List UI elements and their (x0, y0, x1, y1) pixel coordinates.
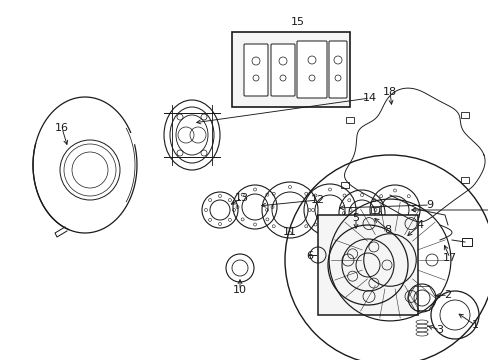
FancyBboxPatch shape (244, 44, 267, 96)
Text: 5: 5 (352, 213, 359, 223)
Bar (340, 182, 348, 188)
Text: 14: 14 (362, 93, 376, 103)
FancyBboxPatch shape (270, 44, 294, 96)
Text: 11: 11 (283, 227, 296, 237)
Bar (231, 32, 349, 107)
Text: 12: 12 (310, 195, 325, 205)
Bar (460, 177, 468, 183)
Bar (370, 207, 378, 213)
FancyBboxPatch shape (296, 41, 326, 98)
Bar (461, 238, 471, 246)
Text: 13: 13 (235, 193, 248, 203)
Text: 15: 15 (290, 17, 305, 27)
Text: 9: 9 (426, 200, 433, 210)
Text: 1: 1 (470, 320, 478, 330)
Text: 2: 2 (444, 290, 450, 300)
Text: 17: 17 (442, 253, 456, 263)
FancyBboxPatch shape (328, 41, 346, 98)
Text: 8: 8 (384, 225, 391, 235)
Text: 6: 6 (306, 251, 313, 261)
Text: 18: 18 (382, 87, 396, 97)
Text: 3: 3 (436, 325, 443, 335)
Bar (317, 215, 417, 315)
Text: 4: 4 (416, 220, 423, 230)
Text: 16: 16 (55, 123, 69, 133)
Bar (346, 117, 353, 123)
Bar (460, 112, 468, 118)
Text: 10: 10 (232, 285, 246, 295)
